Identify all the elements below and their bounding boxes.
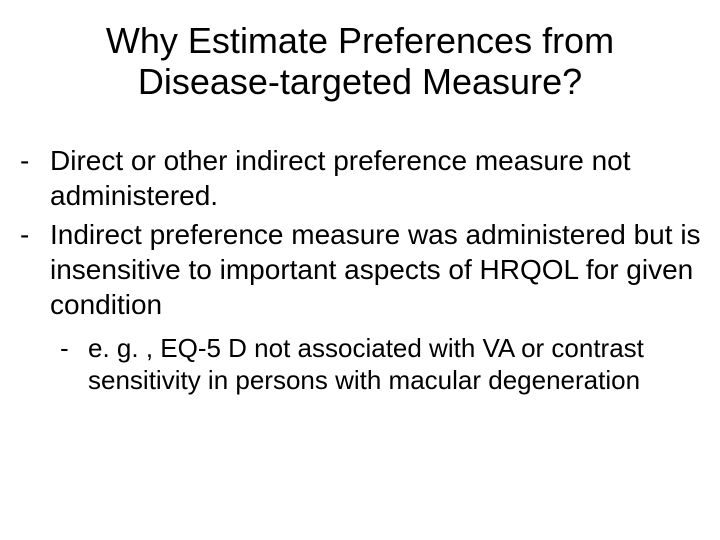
bullet-item: - Direct or other indirect preference me… [20, 143, 710, 213]
sub-bullet-item: - e. g. , EQ-5 D not associated with VA … [60, 332, 710, 397]
bullet-text: Direct or other indirect preference meas… [50, 143, 710, 213]
slide: Why Estimate Preferences from Disease-ta… [0, 0, 720, 540]
bullet-marker: - [20, 143, 50, 213]
sub-bullet-text: e. g. , EQ-5 D not associated with VA or… [88, 332, 710, 397]
bullet-marker: - [20, 217, 50, 322]
slide-title: Why Estimate Preferences from Disease-ta… [10, 20, 710, 103]
sub-bullet-marker: - [60, 332, 88, 397]
sub-bullet-list: - e. g. , EQ-5 D not associated with VA … [10, 332, 710, 397]
bullet-item: - Indirect preference measure was admini… [20, 217, 710, 322]
bullet-text: Indirect preference measure was administ… [50, 217, 710, 322]
bullet-list: - Direct or other indirect preference me… [10, 143, 710, 322]
